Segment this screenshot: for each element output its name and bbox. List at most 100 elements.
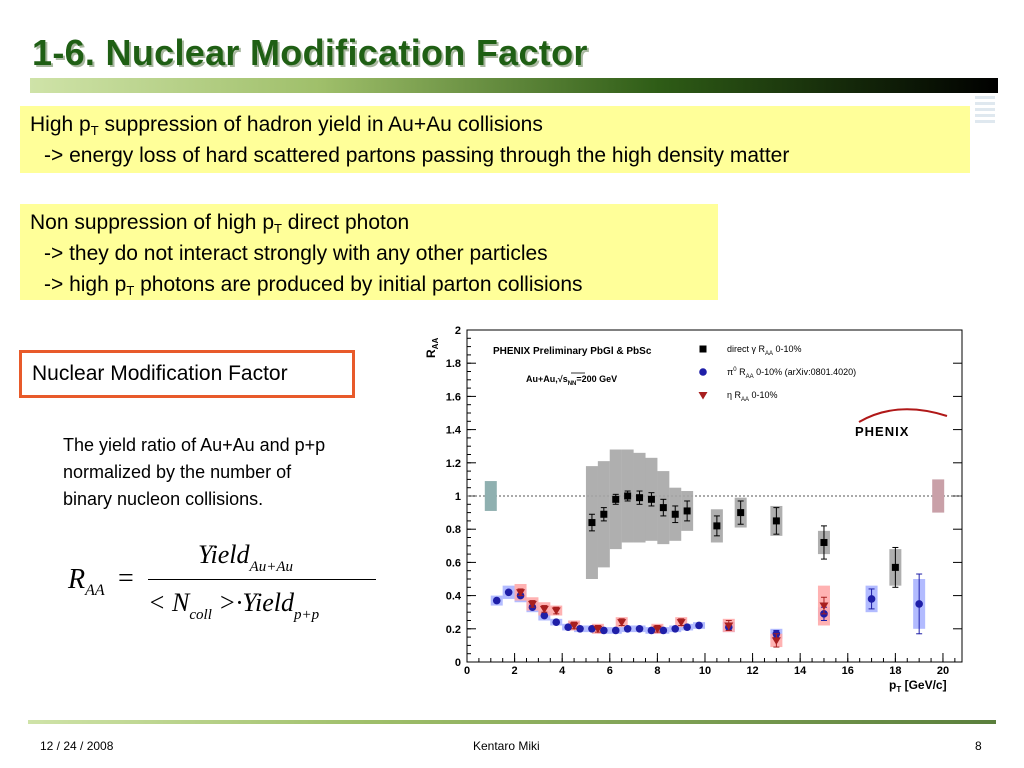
box2-line1-pre: Non suppression of high p [30, 211, 274, 234]
y-tick-label: 0.2 [446, 624, 461, 636]
x-tick-label: 18 [889, 665, 901, 677]
legend-entry: direct γ RAA 0-10% [727, 344, 802, 357]
data-point-square [820, 538, 828, 546]
data-point-square [624, 492, 632, 500]
footer-line [28, 720, 996, 724]
x-tick-label: 12 [746, 665, 758, 677]
x-tick-label: 16 [842, 665, 854, 677]
legend-entry-post: 0-10% (arXiv:0801.4020) [754, 367, 857, 377]
legend-marker-triangle-down [698, 392, 708, 400]
data-point-circle [588, 625, 596, 633]
phenix-logo-swoosh [858, 408, 948, 423]
data-point-circle [623, 625, 632, 633]
legend-entry-sup: 0 [733, 367, 737, 373]
data-point-square [737, 509, 745, 517]
data-point-triangle-down [551, 607, 561, 616]
x-tick-label: 8 [654, 665, 660, 677]
energy-text: Au+Au,√sNN=200 GeV [526, 374, 617, 387]
data-point-circle [867, 595, 876, 603]
data-point-square [636, 494, 644, 502]
x-tick-label: 6 [607, 665, 613, 677]
definition-line-2: normalized by the number of [63, 462, 292, 482]
raa-formula: RAA = YieldAu+Au < Ncoll >·Yieldp+p [60, 540, 390, 635]
box1-line1: High pT suppression of hadron yield in A… [30, 109, 962, 140]
formula-den-sub1: coll [189, 607, 212, 623]
data-point-circle [552, 618, 561, 626]
data-point-circle [671, 625, 680, 633]
data-point-circle [683, 623, 691, 631]
data-point-circle [576, 625, 584, 633]
box2-line1-sub: T [274, 221, 282, 236]
data-point-triangle-down [724, 622, 734, 630]
y-tick-label: 0 [455, 657, 461, 669]
legend-entry-name: π [727, 367, 733, 377]
x-axis-title-unit: [GeV/c] [901, 678, 946, 692]
legend-entry-name: η R [727, 390, 742, 400]
y-tick-label: 0.4 [446, 591, 462, 603]
data-point-circle [635, 625, 644, 633]
box2-line2: -> they do not interact strongly with an… [44, 242, 548, 265]
formula-numerator: YieldAu+Au [198, 540, 293, 575]
y-tick-label: 1 [455, 491, 461, 503]
box1-line2: -> energy loss of hard scattered partons… [44, 144, 790, 167]
legend-entry-post: 0-10% [749, 390, 778, 400]
legend-entry-sub: AA [765, 351, 773, 357]
y-axis-title-sub: AA [431, 338, 440, 350]
formula-equals: = [118, 563, 134, 594]
formula-num-sub: Au+Au [249, 559, 293, 575]
formula-lhs-sub: AA [85, 582, 105, 599]
data-point-square [891, 563, 899, 571]
data-point-circle [540, 611, 549, 620]
y-tick-label: 1.4 [446, 425, 462, 437]
x-tick-label: 2 [512, 665, 518, 677]
data-point-triangle-down [617, 619, 627, 627]
box2-line3-sub: T [126, 283, 135, 298]
data-point-triangle-down [539, 605, 549, 614]
x-tick-label: 10 [699, 665, 711, 677]
data-point-square [683, 507, 691, 515]
box2-line1-post: direct photon [281, 211, 410, 234]
data-point-circle [600, 626, 608, 635]
nuclear-modification-factor-label: Nuclear Modification Factor [19, 350, 355, 398]
data-point-circle [915, 600, 923, 608]
direct-photon-box: Non suppression of high pT direct photon… [20, 204, 718, 300]
formula-num-yield: Yield [198, 540, 250, 569]
y-tick-label: 2 [455, 325, 461, 337]
footer-page-number: 8 [975, 739, 982, 753]
x-tick-label: 0 [464, 665, 470, 677]
raa-chart: 00.20.40.60.811.21.41.61.820 2 4 6 8 10 12 14 16… [424, 325, 963, 694]
data-point-triangle-down [593, 625, 603, 634]
y-axis-title: RAA [424, 338, 440, 358]
data-point-square [659, 504, 667, 512]
definition-line-1: The yield ratio of Au+Au and p+p [63, 435, 326, 455]
y-tick-label: 1.2 [446, 458, 461, 470]
box2-line3-pre: -> high p [44, 273, 127, 296]
data-point-circle [659, 626, 668, 635]
data-point-triangle-down [819, 602, 829, 611]
formula-denominator: < Ncoll >·Yieldp+p [148, 588, 319, 623]
definition-line-3: binary nucleon collisions. [63, 489, 264, 509]
data-point-square [600, 510, 608, 518]
data-point-triangle-down [516, 589, 526, 597]
legend-entry-mid: R [737, 367, 747, 377]
data-point-triangle-down [527, 600, 537, 609]
box2-line3: -> high pT photons are produced by initi… [30, 269, 710, 300]
formula-lhs-r: R [68, 564, 86, 595]
x-tick-label: 4 [559, 665, 566, 677]
chart-layer: 00.20.40.60.811.21.41.61.820 2 4 6 8 10 12 14 16… [424, 325, 963, 694]
data-point-circle [611, 626, 620, 635]
legend-entry-sub: AA [741, 397, 749, 403]
x-axis-title-sub: T [896, 685, 901, 694]
formula-fraction-bar [148, 579, 376, 580]
data-point-square [772, 517, 780, 525]
energy-text-post: =200 GeV [576, 374, 617, 384]
legend-entry-sub: AA [746, 374, 754, 380]
formula-lhs: RAA [68, 564, 105, 599]
formula-den-pre: < N [148, 588, 190, 617]
box1-line1-pre: High p [30, 113, 91, 136]
data-point-square [612, 495, 620, 503]
phenix-logo: PHENIX [855, 424, 909, 439]
box1-line1-post: suppression of hadron yield in Au+Au col… [98, 113, 543, 136]
decorative-stripes [975, 96, 995, 126]
y-tick-label: 1.6 [446, 391, 461, 403]
